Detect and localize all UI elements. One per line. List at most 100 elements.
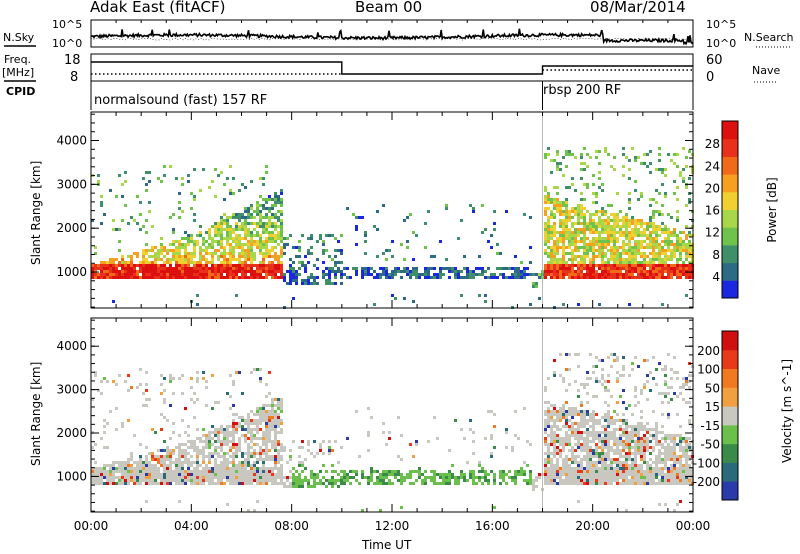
power-cell [616, 249, 619, 252]
power-cell [262, 243, 265, 246]
velocity-cell [619, 374, 622, 377]
velocity-cell [340, 470, 343, 473]
velocity-cell [595, 365, 598, 368]
velocity-cell [655, 443, 658, 446]
velocity-cell [598, 446, 601, 449]
velocity-cell [634, 446, 637, 449]
power-cell [211, 246, 214, 249]
power-cell [130, 255, 133, 258]
power-cell [229, 231, 232, 234]
velocity-cell [565, 467, 568, 470]
power-cell [202, 237, 205, 240]
velocity-cell [553, 413, 556, 416]
power-cell [616, 255, 619, 258]
velocity-cell [634, 440, 637, 443]
velocity-cell [628, 482, 631, 485]
velocity-cell [643, 473, 646, 476]
velocity-cell [265, 422, 268, 425]
power-cell [175, 240, 178, 243]
power-cell [298, 267, 301, 270]
power-cell [508, 267, 511, 270]
power-cell [649, 261, 652, 264]
velocity-cell [646, 464, 649, 467]
freq-tick-bottom: 8 [70, 70, 79, 85]
velocity-cell [163, 440, 166, 443]
velocity-cell [598, 359, 601, 362]
velocity-cell [484, 479, 487, 482]
power-cell [148, 255, 151, 258]
power-cell [646, 153, 649, 156]
velocity-cell [613, 452, 616, 455]
velocity-cell [547, 473, 550, 476]
velocity-cell [277, 407, 280, 410]
power-cell [145, 264, 148, 267]
power-cell [565, 231, 568, 234]
velocity-cell [301, 464, 304, 467]
velocity-cell [262, 431, 265, 434]
power-cell [577, 267, 580, 270]
velocity-cell [208, 461, 211, 464]
power-cell [118, 249, 121, 252]
power-cell [610, 219, 613, 222]
velocity-cell [382, 422, 385, 425]
velocity-cell [661, 443, 664, 446]
velocity-cell [259, 380, 262, 383]
velocity-cell [607, 482, 610, 485]
velocity-cell [262, 473, 265, 476]
power-cell [571, 255, 574, 258]
velocity-cell [586, 413, 589, 416]
power-cell [490, 273, 493, 276]
velocity-cell [649, 452, 652, 455]
power-cell [100, 276, 103, 279]
velocity-cell [550, 443, 553, 446]
power-cell [286, 270, 289, 273]
power-cell [646, 243, 649, 246]
velocity-cell [550, 452, 553, 455]
velocity-cell [157, 449, 160, 452]
power-cell [337, 249, 340, 252]
power-cell [589, 156, 592, 159]
velocity-cell [628, 431, 631, 434]
power-cell [631, 147, 634, 150]
power-cell [364, 231, 367, 234]
velocity-cell [643, 452, 646, 455]
power-cell [649, 216, 652, 219]
velocity-cell [331, 479, 334, 482]
velocity-cell [217, 482, 220, 485]
velocity-cell [172, 470, 175, 473]
velocity-cell [148, 464, 151, 467]
power-cell [118, 240, 121, 243]
velocity-cell [622, 368, 625, 371]
velocity-cell [265, 425, 268, 428]
velocity-cell [148, 461, 151, 464]
power-cell [499, 252, 502, 255]
velocity-cell [622, 440, 625, 443]
power-cell [112, 258, 115, 261]
power-cell [238, 189, 241, 192]
velocity-cell [181, 482, 184, 485]
power-cell [130, 267, 133, 270]
power-cell [289, 258, 292, 261]
velocity-cell [550, 479, 553, 482]
power-cell [628, 246, 631, 249]
power-cell [196, 240, 199, 243]
power-cell [283, 279, 286, 282]
velocity-cell [385, 443, 388, 446]
power-cell [322, 243, 325, 246]
velocity-cell [448, 476, 451, 479]
power-cell [655, 243, 658, 246]
power-cell [175, 177, 178, 180]
power-cell [403, 258, 406, 261]
power-cell [655, 237, 658, 240]
velocity-cell [574, 470, 577, 473]
power-cell [433, 255, 436, 258]
power-cell [586, 186, 589, 189]
power-cell [559, 258, 562, 261]
power-cell [670, 255, 673, 258]
velocity-cell [535, 476, 538, 479]
power-cell [268, 255, 271, 258]
velocity-ytick-label: 2000 [56, 426, 87, 440]
velocity-cell [688, 479, 691, 482]
power-cell [301, 264, 304, 267]
velocity-cell [247, 422, 250, 425]
